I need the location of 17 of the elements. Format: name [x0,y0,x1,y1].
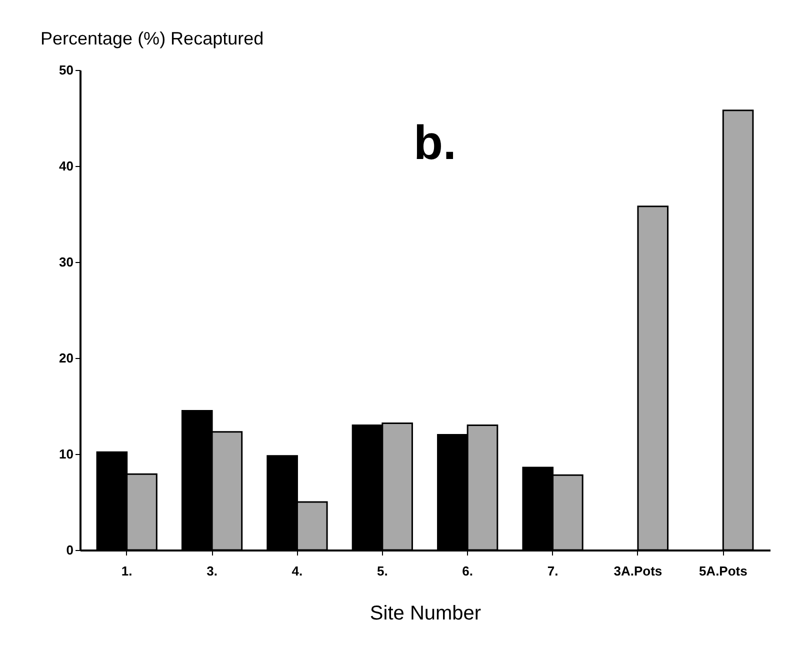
x-tick-label: 7. [547,564,558,578]
y-tick-label: 0 [66,542,74,558]
y-tick-label: 20 [59,350,74,366]
x-axis-title: Site Number [370,602,482,624]
y-tick-label: 40 [59,158,74,174]
x-tick-label: 5A.Pots [698,564,748,578]
x-tick-label: 5. [376,564,388,578]
x-tick-label: 6. [462,564,474,578]
x-tick-label: 3A.Pots [614,564,662,578]
y-tick-label: 50 [59,62,74,78]
annotation: b. [414,117,456,170]
x-tick-label: 4. [292,564,303,578]
y-tick-label: 30 [59,254,74,270]
x-tick-label: 3. [206,564,218,578]
y-axis-title: Percentage (%) Recaptured [40,28,264,48]
y-tick-label: 10 [59,446,74,462]
x-tick-label: 1. [121,564,132,578]
